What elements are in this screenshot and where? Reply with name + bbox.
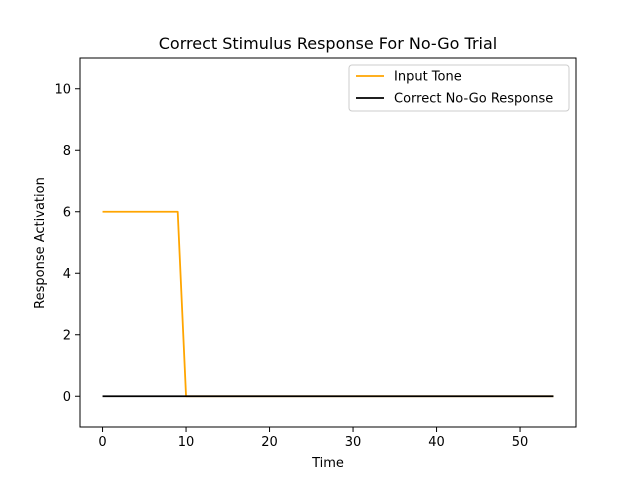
x-tick-label: 40 [428, 435, 445, 450]
x-tick-label: 30 [345, 435, 362, 450]
plot-area-frame [79, 57, 577, 428]
x-tick-label: 0 [98, 435, 106, 450]
legend-label-1: Correct No-Go Response [394, 92, 553, 107]
x-tick-label: 10 [178, 435, 195, 450]
legend-box [348, 64, 570, 112]
x-tick-label: 50 [512, 435, 529, 450]
x-tick-label: 20 [261, 435, 278, 450]
y-tick-label: 4 [63, 267, 71, 282]
y-tick-label: 10 [54, 82, 71, 97]
x-axis-label: Time [311, 456, 344, 471]
chart-title: Correct Stimulus Response For No-Go Tria… [159, 34, 498, 53]
y-tick-label: 2 [63, 328, 71, 343]
y-axis-label: Response Activation [33, 177, 48, 309]
y-tick-label: 6 [63, 205, 71, 220]
y-tick-label: 8 [63, 144, 71, 159]
axis-ticks: 0 10 20 30 40 50 0 2 4 6 8 10 [54, 82, 528, 450]
y-tick-label: 0 [63, 390, 71, 405]
plot-series [102, 210, 554, 398]
legend-label-0: Input Tone [394, 70, 462, 85]
legend: Input Tone Correct No-Go Response [348, 64, 570, 112]
